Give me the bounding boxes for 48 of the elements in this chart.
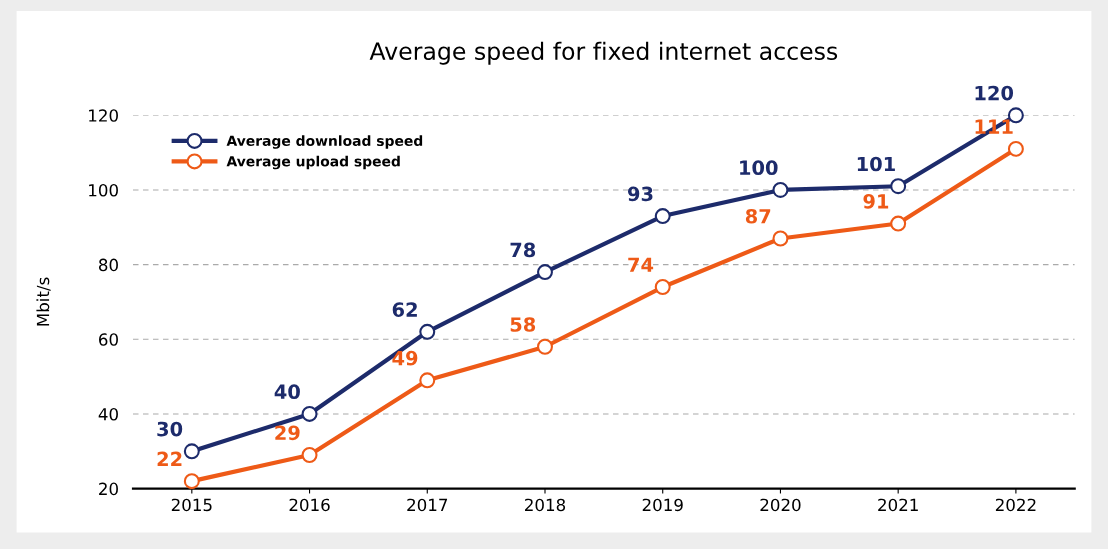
point bbox=[772, 230, 789, 247]
data-label: 100 bbox=[740, 160, 778, 176]
point bbox=[890, 215, 907, 232]
data-label: 29 bbox=[275, 425, 300, 441]
point bbox=[654, 208, 671, 225]
point bbox=[301, 447, 318, 463]
point bbox=[890, 178, 907, 195]
x-tick-label: 2020 bbox=[760, 498, 801, 512]
legend-label: Average download speed bbox=[226, 135, 423, 149]
y-tick-label: 60 bbox=[99, 333, 118, 346]
y-tick-label: 20 bbox=[99, 482, 118, 496]
x-tick-label: 2022 bbox=[995, 498, 1036, 512]
x-tick-label: 2017 bbox=[407, 498, 448, 512]
point bbox=[183, 443, 200, 460]
y-axis-title: Mbit/s bbox=[36, 277, 51, 326]
data-label: 78 bbox=[510, 242, 536, 258]
data-label: 58 bbox=[510, 317, 536, 332]
chart-title: Average speed for fixed internet access bbox=[369, 41, 838, 65]
data-label: 91 bbox=[863, 193, 889, 209]
legend-label: Average upload speed bbox=[226, 155, 400, 170]
point bbox=[772, 181, 789, 198]
data-label: 40 bbox=[274, 384, 300, 400]
data-label: 101 bbox=[857, 156, 895, 172]
data-label: 49 bbox=[392, 350, 418, 366]
point bbox=[419, 372, 436, 389]
x-tick-label: 2018 bbox=[525, 498, 566, 512]
x-tick-label: 2021 bbox=[878, 498, 918, 512]
data-label: 93 bbox=[627, 186, 653, 202]
x-tick-label: 2016 bbox=[289, 498, 330, 512]
point bbox=[537, 338, 553, 355]
y-tick-label: 100 bbox=[89, 183, 118, 197]
data-label: 120 bbox=[975, 85, 1014, 101]
data-label: 74 bbox=[628, 257, 654, 272]
point bbox=[654, 279, 671, 295]
point bbox=[183, 473, 200, 490]
data-label: 22 bbox=[157, 451, 182, 466]
x-tick-label: 2019 bbox=[642, 498, 683, 512]
data-label: 62 bbox=[392, 302, 417, 317]
y-tick-label: 80 bbox=[98, 258, 118, 272]
point bbox=[537, 264, 553, 281]
data-label: 87 bbox=[745, 208, 771, 224]
point bbox=[419, 323, 436, 340]
y-tick-label: 40 bbox=[98, 407, 118, 421]
data-label: 30 bbox=[157, 421, 183, 437]
x-tick-label: 2015 bbox=[171, 498, 212, 512]
y-tick-label: 120 bbox=[89, 109, 118, 122]
point bbox=[301, 405, 318, 422]
point bbox=[1007, 140, 1024, 157]
